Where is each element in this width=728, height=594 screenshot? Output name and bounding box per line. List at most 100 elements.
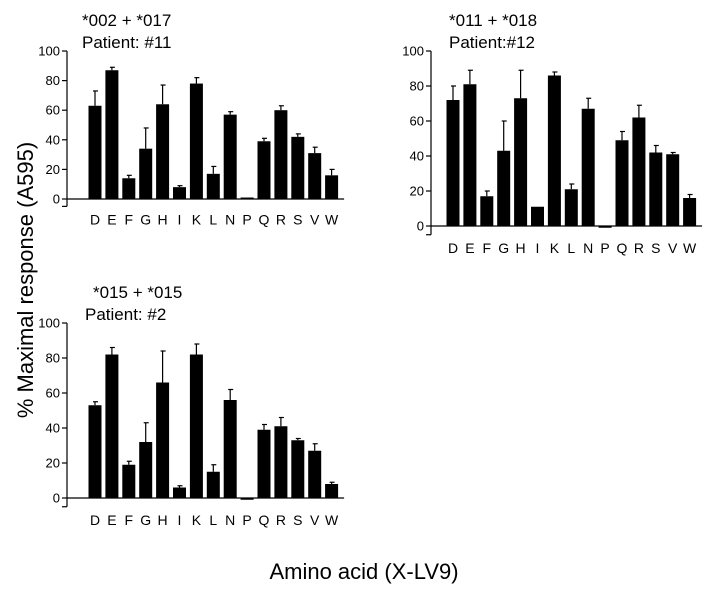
y-tick-label: 80 [46, 351, 60, 366]
x-tick-label: F [483, 240, 492, 256]
bar [649, 152, 663, 226]
bar [463, 84, 477, 226]
bar [156, 382, 170, 498]
x-tick-label: F [125, 211, 134, 227]
x-tick-label: N [225, 211, 235, 227]
x-tick-label: R [634, 240, 644, 256]
x-tick-label: K [192, 512, 202, 528]
x-tick-label: Q [617, 240, 628, 256]
y-tick-label: 20 [46, 456, 60, 471]
bar [547, 75, 561, 226]
bar [257, 141, 271, 199]
y-tick-label: 0 [53, 491, 60, 506]
chart-panel: *011 + *018 Patient:#12 0 20 40 60 80 100 D E F G H I… [402, 11, 703, 256]
x-tick-label: K [550, 240, 560, 256]
x-tick-label: G [498, 240, 509, 256]
chart-title: *002 + *017 [82, 11, 171, 30]
bar [308, 153, 322, 199]
x-tick-label: H [158, 512, 168, 528]
x-tick-label: Q [259, 211, 270, 227]
bar [240, 498, 254, 500]
bar [308, 450, 322, 498]
y-tick-label: 80 [46, 73, 60, 88]
bar [173, 487, 186, 498]
x-tick-label: H [516, 240, 526, 256]
chart-panel: *002 + *017 Patient: #11 0 20 40 60 80 100 D E F G H… [38, 11, 345, 227]
x-tick-label: F [125, 512, 134, 528]
y-axis-label: % Maximal response (A595) [13, 141, 38, 419]
bar [683, 198, 697, 226]
x-tick-label: G [140, 512, 151, 528]
x-tick-label: W [325, 211, 339, 227]
x-tick-label: I [178, 512, 182, 528]
bar [480, 196, 494, 226]
x-tick-label: N [583, 240, 593, 256]
bar [291, 136, 305, 199]
bar [139, 148, 153, 199]
bar [173, 187, 186, 199]
bar [514, 98, 528, 226]
x-tick-label: V [310, 512, 320, 528]
bar [325, 484, 339, 498]
x-tick-label: D [90, 512, 100, 528]
y-tick-label: 40 [46, 132, 60, 147]
x-tick-label: D [90, 211, 100, 227]
bar [564, 189, 578, 226]
bar [189, 83, 203, 199]
y-tick-label: 100 [402, 44, 424, 59]
bar [446, 100, 460, 226]
bar [257, 429, 271, 498]
x-tick-label: K [192, 211, 202, 227]
x-tick-label: P [242, 512, 251, 528]
chart-subtitle: Patient:#12 [449, 33, 535, 52]
x-tick-label: V [668, 240, 678, 256]
y-tick-label: 0 [53, 192, 60, 207]
x-tick-label: P [242, 211, 251, 227]
x-tick-label: E [465, 240, 474, 256]
chart-title: *011 + *018 [449, 11, 537, 30]
x-tick-label: S [651, 240, 660, 256]
y-tick-label: 60 [46, 386, 60, 401]
bar [531, 206, 544, 226]
bar [122, 464, 136, 498]
bar [105, 70, 119, 200]
chart-subtitle: Patient: #11 [82, 33, 171, 52]
bar [274, 426, 288, 498]
x-tick-label: N [225, 512, 235, 528]
bar [581, 108, 595, 226]
y-tick-label: 40 [46, 421, 60, 436]
x-tick-label: V [310, 211, 320, 227]
bar [598, 226, 612, 228]
x-tick-label: G [140, 211, 151, 227]
x-tick-label: Q [259, 512, 270, 528]
x-axis-label: Amino acid (X-LV9) [269, 559, 459, 584]
bar [615, 140, 629, 226]
y-tick-label: 60 [410, 114, 424, 129]
bar [206, 471, 220, 498]
x-tick-label: R [276, 512, 286, 528]
x-tick-label: E [107, 512, 116, 528]
chart-subtitle: Patient: #2 [85, 305, 166, 324]
bar [223, 400, 237, 498]
y-tick-label: 100 [38, 316, 60, 331]
bar [240, 197, 254, 200]
x-tick-label: S [293, 512, 302, 528]
x-tick-label: W [683, 240, 697, 256]
x-tick-label: R [276, 211, 286, 227]
bar [291, 440, 305, 498]
x-tick-label: L [209, 211, 217, 227]
y-tick-label: 100 [38, 44, 60, 59]
x-tick-label: H [158, 211, 168, 227]
bar [274, 110, 288, 199]
x-tick-label: E [107, 211, 116, 227]
x-tick-label: D [448, 240, 458, 256]
y-tick-label: 60 [46, 103, 60, 118]
x-tick-label: L [209, 512, 217, 528]
bar [666, 154, 680, 226]
chart-title: *015 + *015 [93, 283, 182, 302]
bar [189, 354, 203, 498]
x-tick-label: P [600, 240, 609, 256]
bar [223, 114, 237, 199]
